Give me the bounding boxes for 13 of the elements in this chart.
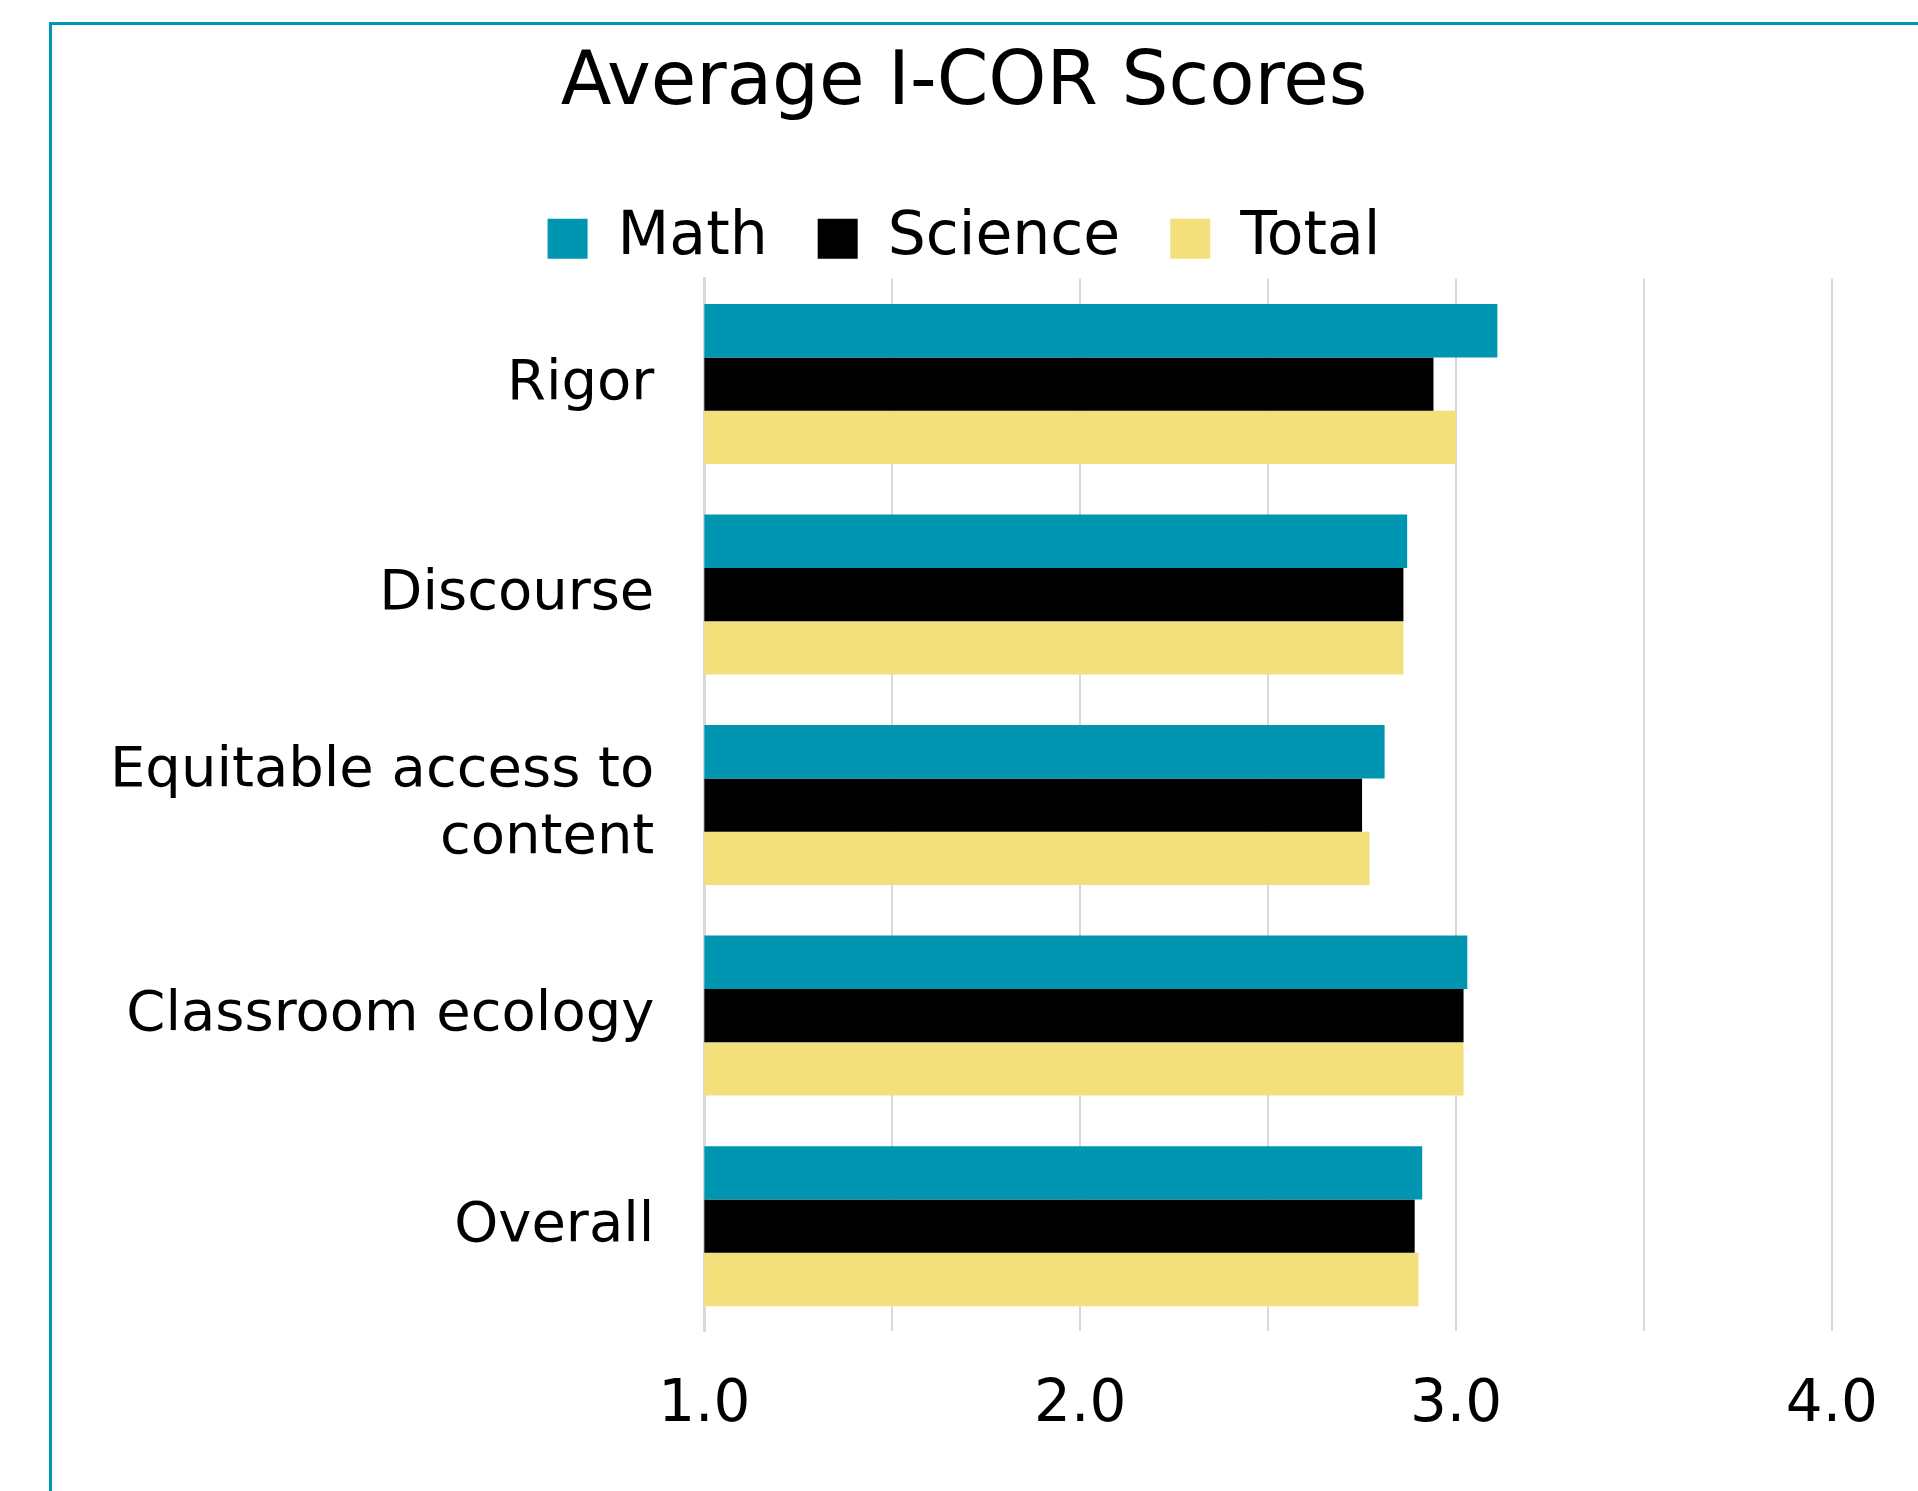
x-tick-label: 4.0 <box>1785 1367 1879 1436</box>
x-tick-label: 2.0 <box>1034 1367 1127 1436</box>
y-tick-label: Classroom ecology <box>126 978 655 1044</box>
legend-label: Science <box>887 198 1121 269</box>
x-tick-label: 3.0 <box>1409 1367 1503 1436</box>
y-tick-label: Overall <box>454 1188 655 1254</box>
y-tick-label: Rigor <box>507 346 656 412</box>
chart-title: Average I-COR Scores <box>560 34 1368 121</box>
legend-label: Total <box>1239 198 1381 269</box>
x-tick-label: 1.0 <box>658 1367 751 1436</box>
y-tick-label: Discourse <box>379 557 655 623</box>
y-tick-label: Equitable access to content <box>109 734 655 867</box>
legend-label: Math <box>617 198 768 269</box>
